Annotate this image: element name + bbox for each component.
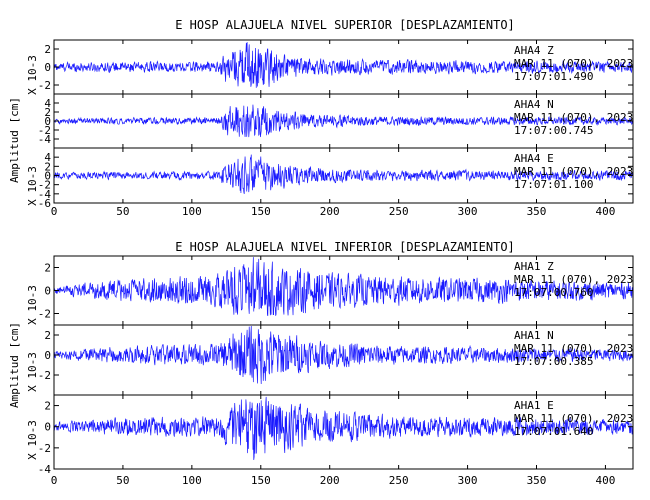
scale-label-superior-bottom: X 10-3 [26, 166, 39, 206]
scale-label-inferior-bottom: X 10-3 [26, 420, 39, 460]
ylabel-inferior: Amplitud [cm] [8, 322, 21, 408]
date-label: MAR 11 (070), 2023 [514, 57, 633, 70]
x-tick-label: 350 [527, 474, 547, 487]
y-tick-label: -2 [38, 369, 51, 382]
y-tick-label: 2 [44, 262, 51, 275]
station-label: AHA4 N [514, 98, 554, 111]
time-label: 17:07:00.385 [514, 355, 593, 368]
station-label: AHA1 E [514, 399, 554, 412]
y-tick-label: 2 [44, 106, 51, 119]
time-label: 17:07:01.100 [514, 178, 593, 191]
x-tick-label: 200 [320, 474, 340, 487]
x-tick-label: 350 [527, 205, 547, 218]
x-tick-label: 250 [389, 205, 409, 218]
date-label: MAR 11 (070), 2023 [514, 412, 633, 425]
panel-frame [53, 394, 634, 470]
x-tick-label: 100 [182, 474, 202, 487]
scale-label-inferior-top: X 10-3 [26, 285, 39, 325]
x-tick-label: 50 [116, 205, 129, 218]
y-tick-label: 4 [44, 151, 51, 164]
y-tick-label: 4 [44, 97, 51, 110]
y-tick-label: -2 [38, 124, 51, 137]
x-tick-label: 150 [251, 205, 271, 218]
y-tick-label: -2 [38, 308, 51, 321]
date-label: MAR 11 (070), 2023 [514, 165, 633, 178]
chart-title-inferior: E HOSP ALAJUELA NIVEL INFERIOR [DESPLAZA… [175, 240, 515, 254]
y-tick-label: -4 [38, 133, 52, 146]
date-label: MAR 11 (070), 2023 [514, 342, 633, 355]
time-label: 17:07:00.745 [514, 124, 593, 137]
waveform-line [53, 257, 634, 317]
y-tick-label: 2 [44, 329, 51, 342]
y-tick-label: -2 [38, 79, 51, 92]
y-tick-label: 0 [44, 285, 51, 298]
x-tick-label: 0 [51, 474, 58, 487]
y-tick-label: 2 [44, 43, 51, 56]
x-tick-label: 0 [51, 205, 58, 218]
waveform-line [53, 396, 634, 460]
y-tick-label: 0 [44, 61, 51, 74]
date-label: MAR 11 (070), 2023 [514, 273, 633, 286]
x-tick-label: 150 [251, 474, 271, 487]
y-tick-label: 2 [44, 400, 51, 413]
x-tick-label: 400 [595, 474, 615, 487]
station-label: AHA1 Z [514, 260, 554, 273]
x-tick-label: 300 [458, 474, 478, 487]
x-tick-label: 250 [389, 474, 409, 487]
waveform-line [53, 104, 634, 138]
ylabel-superior: Amplitud [cm] [8, 97, 21, 183]
x-tick-label: 100 [182, 205, 202, 218]
x-tick-label: 50 [116, 474, 129, 487]
chart-title-superior: E HOSP ALAJUELA NIVEL SUPERIOR [DESPLAZA… [175, 18, 515, 32]
station-label: AHA1 N [514, 329, 554, 342]
time-label: 17:07:01.490 [514, 70, 593, 83]
y-tick-label: 0 [44, 421, 51, 434]
y-tick-label: 0 [44, 349, 51, 362]
y-tick-label: -2 [38, 179, 51, 192]
x-tick-label: 300 [458, 205, 478, 218]
waveform-line [53, 325, 634, 385]
waveform-line [53, 42, 634, 88]
x-tick-label: 400 [595, 205, 615, 218]
y-tick-label: 0 [44, 170, 51, 183]
x-tick-label: 200 [320, 205, 340, 218]
y-tick-label: -2 [38, 442, 51, 455]
waveform-line [53, 154, 634, 194]
y-tick-label: -4 [38, 188, 52, 201]
time-label: 17:07:01.640 [514, 425, 593, 438]
station-label: AHA4 Z [514, 44, 554, 57]
y-tick-label: -6 [38, 197, 51, 210]
scale-label-inferior-middle: X 10-3 [26, 352, 39, 392]
y-tick-label: 0 [44, 115, 51, 128]
date-label: MAR 11 (070), 2023 [514, 111, 633, 124]
station-label: AHA4 E [514, 152, 554, 165]
time-label: 17:07:00.760 [514, 286, 593, 299]
y-tick-label: 2 [44, 160, 51, 173]
y-tick-label: -4 [38, 463, 52, 476]
scale-label-superior-top: X 10-3 [26, 55, 39, 95]
